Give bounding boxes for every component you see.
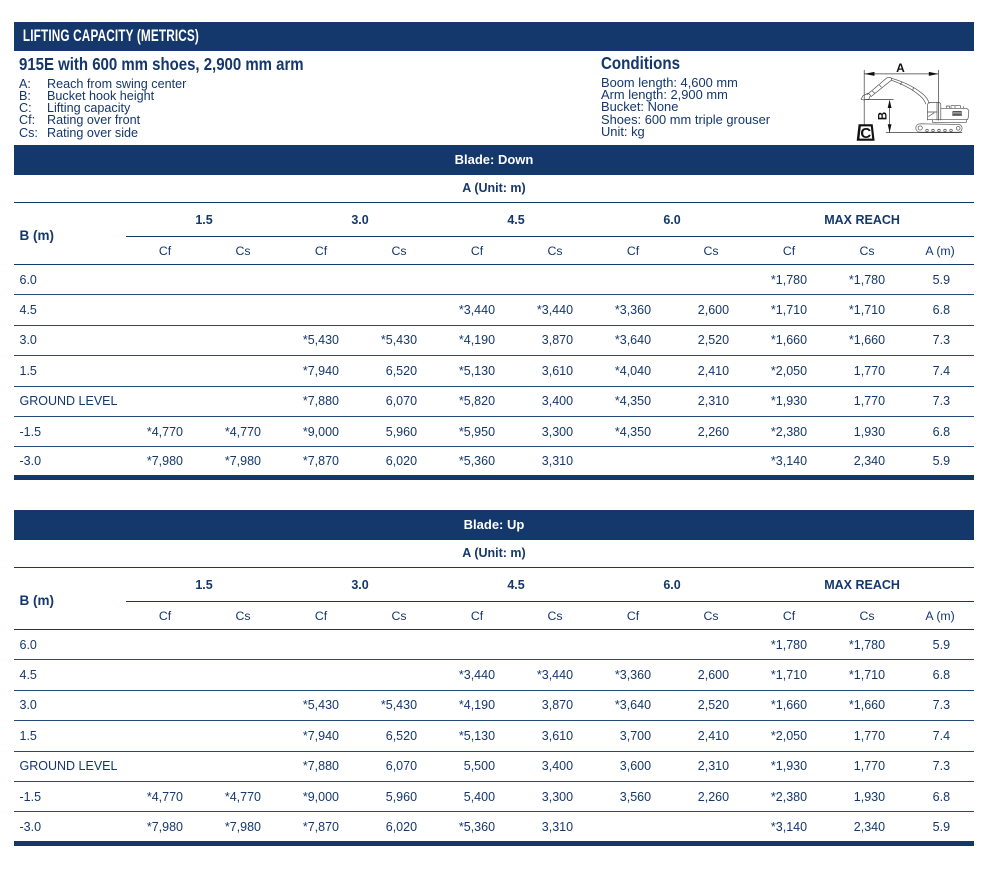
svg-text:B: B <box>878 112 890 120</box>
svg-text:A: A <box>896 61 905 75</box>
svg-text:C: C <box>860 125 871 142</box>
